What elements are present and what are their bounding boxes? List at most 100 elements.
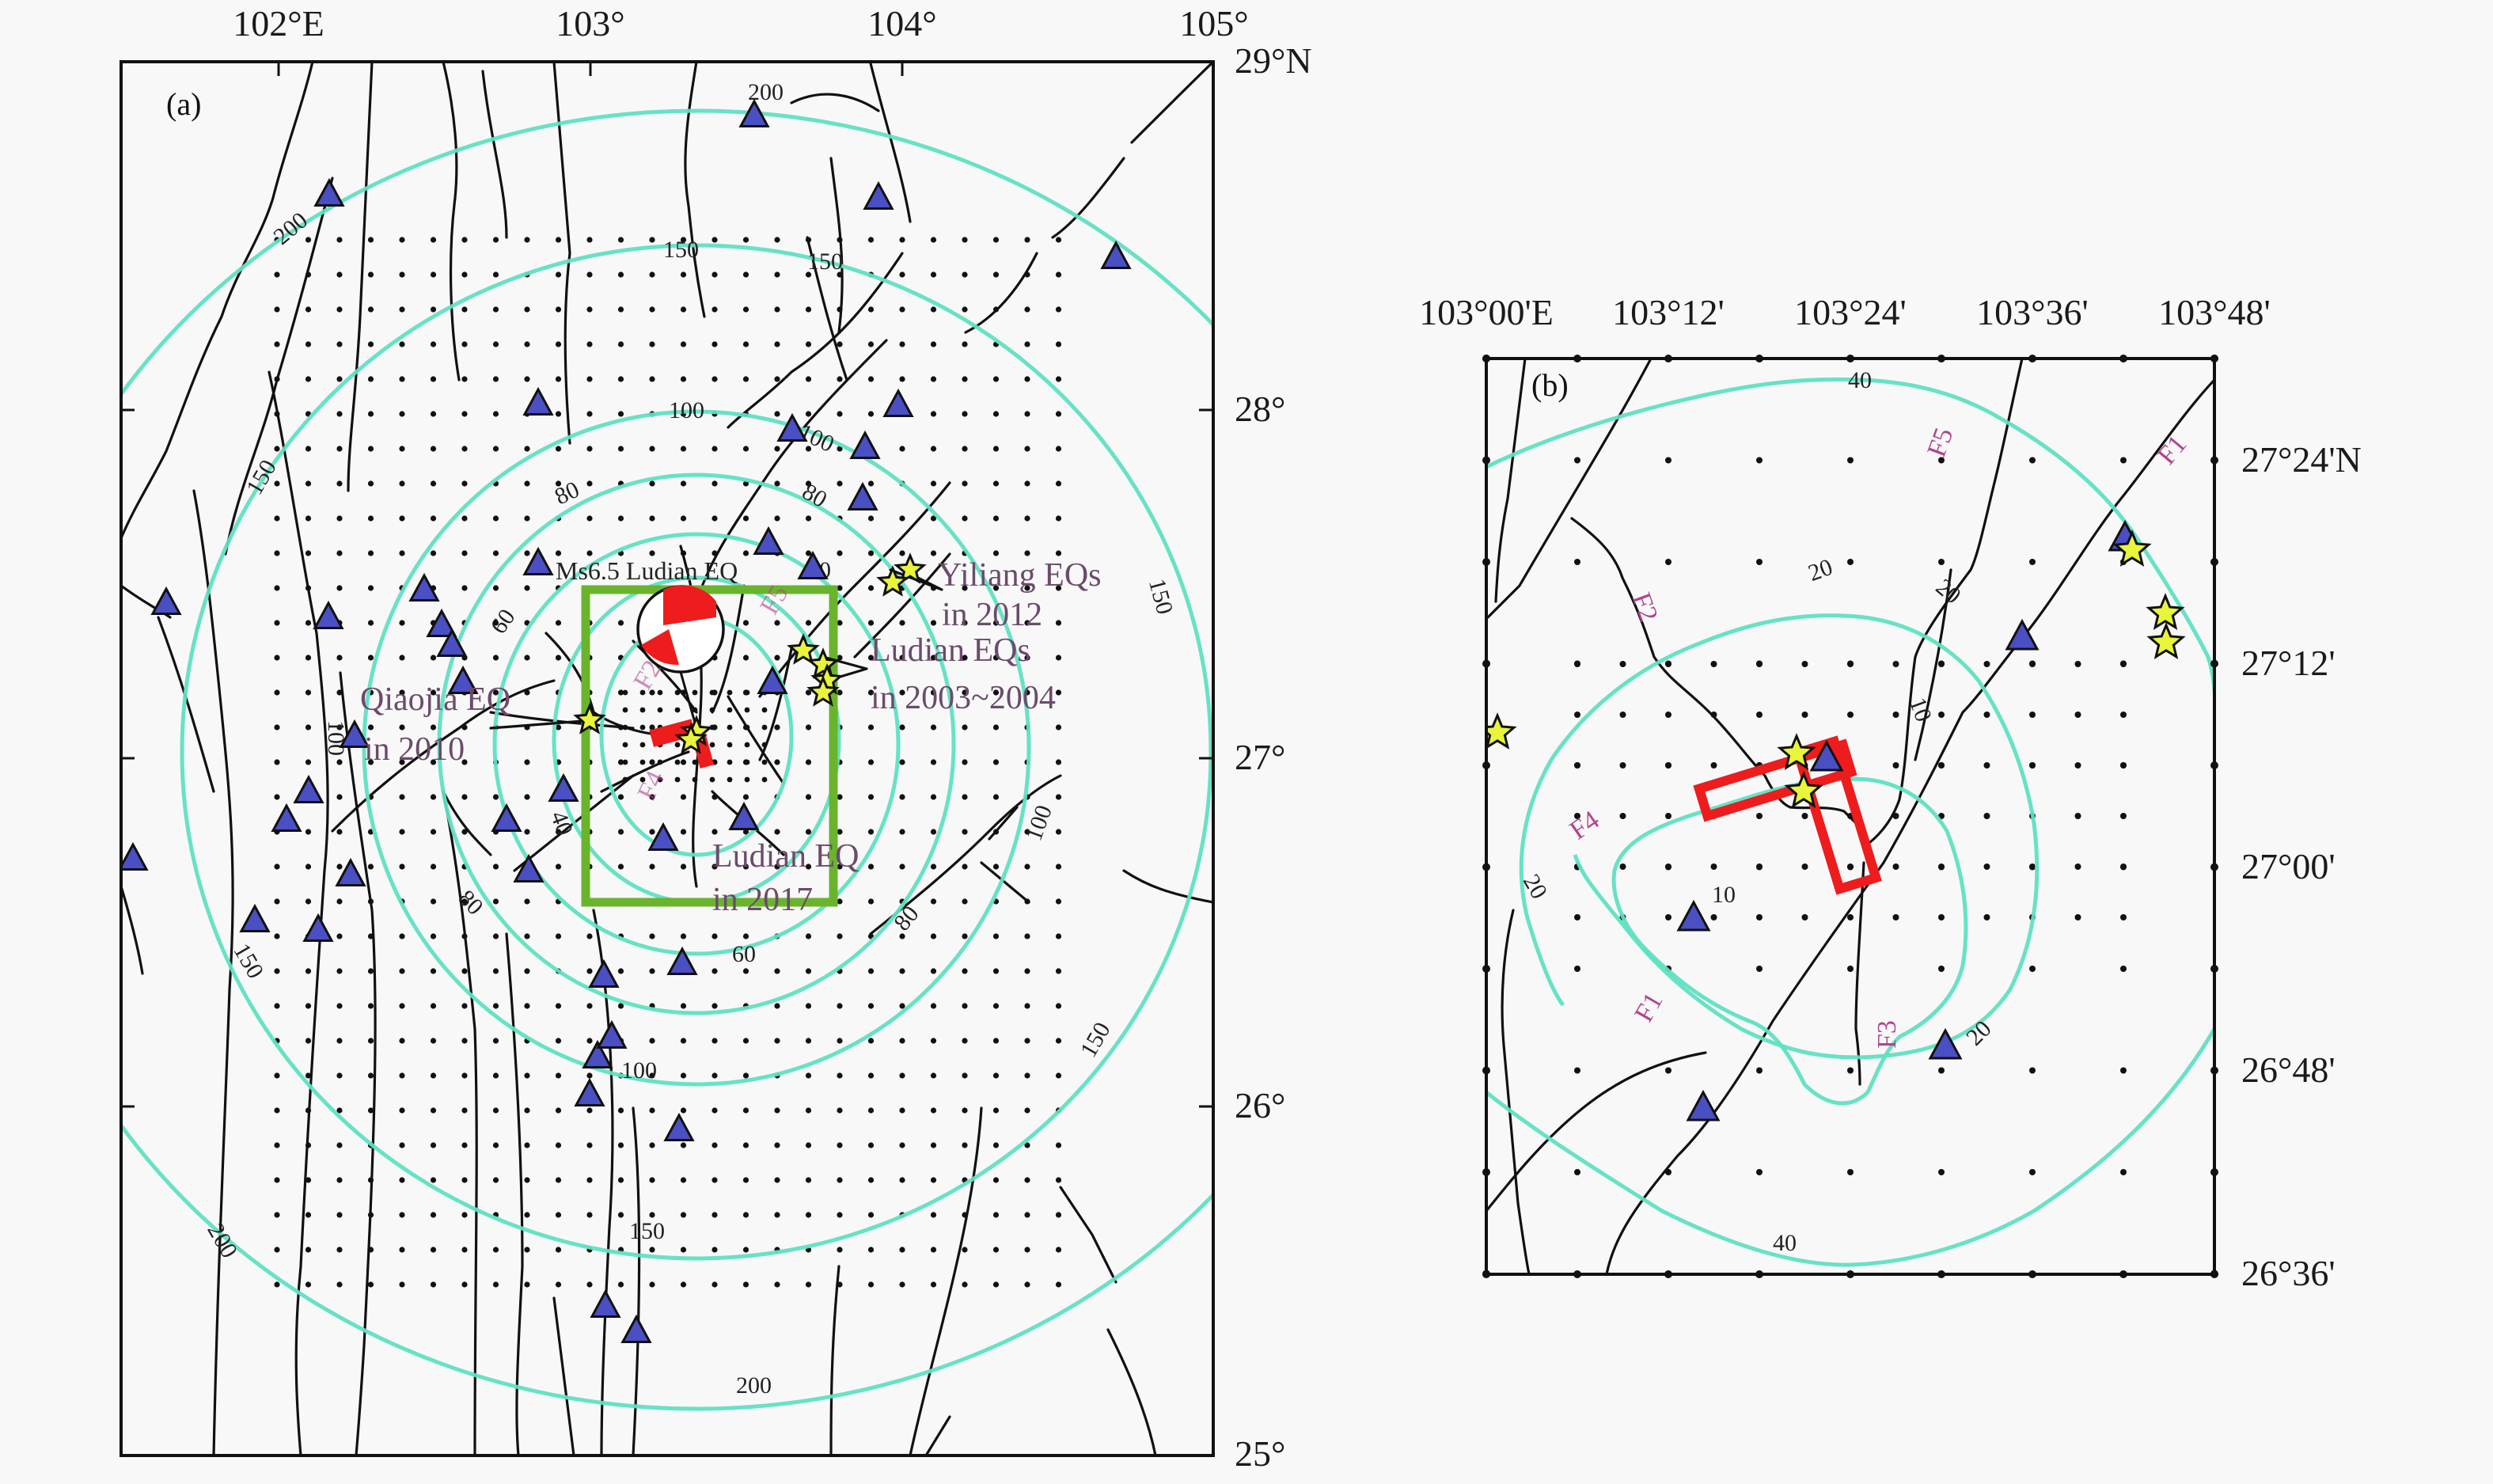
station-triangle-icon	[1928, 1027, 1963, 1060]
contour-label: 150	[807, 249, 843, 275]
station-triangle-icon	[293, 774, 324, 803]
distance-contours	[121, 108, 1213, 1411]
annotation-ludian-2017: Ludian EQ	[712, 838, 859, 875]
panel-a-ticks	[121, 62, 1213, 1108]
contour-label: 10	[1712, 882, 1736, 908]
panel-b-x-axis-labels: 103°00'E 103°12' 103°24' 103°36' 103°48'	[1419, 292, 2271, 332]
x-tick-label: 103°00'E	[1419, 292, 1554, 332]
station-triangle-icon	[335, 857, 366, 886]
station-triangle-icon	[239, 903, 271, 932]
panel-b-ticks	[1482, 355, 2218, 1278]
y-tick-label: 26°	[1235, 1085, 1285, 1125]
station-triangle-icon	[596, 1019, 628, 1049]
earthquake-star-icon	[2146, 622, 2186, 659]
annotation-yiliang-year: in 2012	[942, 597, 1042, 633]
contour-label: 40	[1773, 1230, 1797, 1256]
station-triangle-icon	[863, 180, 894, 210]
earthquake-star-icon	[2112, 529, 2152, 567]
earthquake-star-icon	[1784, 771, 1823, 808]
station-triangle-icon	[447, 665, 479, 694]
contour-label: 20	[1961, 1015, 1997, 1051]
x-tick-label: 105°	[1179, 3, 1248, 44]
station-triangle-icon	[882, 388, 914, 417]
fault-labels: F1 F1 F2 F3 F4 F5	[1565, 424, 2193, 1049]
earthquake-star-icon	[2146, 593, 2185, 630]
earthquake-star-icon	[787, 633, 820, 665]
contour-label: 80	[798, 479, 831, 514]
contour-label: 150	[663, 237, 699, 263]
contour-label: 40	[1848, 367, 1872, 393]
x-tick-label: 103°36'	[1976, 292, 2089, 332]
earthquake-epicenters	[1486, 529, 2186, 808]
contour-label: 200	[736, 1372, 772, 1399]
station-triangle-icon	[1809, 739, 1844, 772]
contour-label: 20	[1931, 574, 1966, 609]
contour-label: 100	[621, 1057, 657, 1084]
fault-plane	[649, 719, 696, 747]
station-triangle-icon	[797, 550, 829, 579]
station-triangle-icon	[513, 853, 545, 882]
x-tick-label: 103°24'	[1794, 292, 1907, 332]
station-triangle-icon	[620, 1314, 652, 1343]
fault-planes	[1693, 735, 1882, 895]
station-triangle-icon	[738, 98, 770, 127]
station-triangle-icon	[302, 913, 334, 942]
panel-a-y-axis-labels: 29°N 28° 27° 26° 25°	[1235, 40, 1312, 1474]
contour-label: 100	[669, 397, 704, 423]
y-tick-label: 27°12'	[2241, 643, 2336, 683]
station-triangle-icon	[1686, 1089, 1721, 1122]
station-triangle-icon	[491, 803, 522, 832]
earthquake-star-icon	[674, 723, 708, 754]
x-tick-label: 103°	[556, 3, 624, 44]
station-triangle-icon	[574, 1077, 605, 1106]
earthquake-star-icon	[894, 552, 927, 584]
station-triangle-icon	[522, 546, 554, 575]
y-tick-label: 29°N	[1235, 40, 1312, 81]
fault-label-f3: F3	[1873, 1020, 1902, 1049]
station-triangle-icon	[121, 841, 149, 871]
panel-b-map: 40 40 20 20 20 20 10 10 F1 F1 F2 F3 F4 F…	[1486, 359, 2214, 1274]
x-tick-label: 104°	[867, 3, 936, 44]
station-triangle-icon	[663, 1112, 695, 1141]
faults	[1486, 359, 2214, 1274]
earthquake-star-icon	[806, 647, 840, 679]
station-triangle-icon	[847, 481, 878, 510]
contour-label: 40	[545, 807, 578, 838]
panel-b-label: (b)	[1531, 367, 1569, 403]
annotation-yiliang: Yiliang EQs	[938, 557, 1102, 594]
station-triangle-icon	[849, 430, 881, 459]
annotation-ludian-2017-year: in 2017	[712, 882, 813, 918]
panel-b-y-axis-labels: 27°24'N 27°12' 27°00' 26°48' 26°36'	[2241, 439, 2362, 1293]
y-tick-label: 25°	[1235, 1433, 1285, 1474]
station-triangle-icon	[548, 772, 579, 802]
x-tick-label: 103°48'	[2158, 292, 2271, 332]
station-triangle-icon	[1676, 899, 1711, 932]
contour-label: 150	[1144, 576, 1178, 617]
annotation-mainshock: Ms6.5 Ludian EQ	[556, 556, 738, 585]
annotation-ludian-0304: Ludian EQs	[871, 632, 1030, 669]
earthquake-star-icon	[573, 703, 606, 734]
station-triangle-icon	[590, 1289, 621, 1318]
annotation-qiaojia-year: in 2010	[364, 731, 465, 768]
annotation-qiaojia: Qiaojia EQ	[360, 681, 510, 718]
station-triangle-icon	[271, 803, 302, 832]
station-triangle-icon	[757, 665, 788, 694]
fault-label-f5: F5	[1922, 424, 1959, 461]
station-triangle-icon	[666, 946, 698, 975]
earthquake-star-icon	[876, 565, 909, 597]
station-triangle-icon	[426, 608, 457, 637]
seismic-stations	[121, 98, 1132, 1343]
earthquake-epicenters	[573, 552, 927, 754]
faults	[121, 62, 1213, 1456]
y-tick-label: 26°48'	[2241, 1049, 2336, 1090]
earthquake-star-icon	[1486, 712, 1517, 750]
panel-a-frame	[120, 60, 1215, 1457]
station-triangle-icon	[728, 801, 760, 830]
study-area-box	[581, 585, 838, 907]
panel-a-x-axis-labels: 102°E 103° 104° 105°	[233, 3, 1248, 44]
contour-label: 100	[1021, 802, 1057, 844]
station-triangle-icon	[582, 1039, 613, 1068]
station-triangle-icon	[313, 177, 345, 207]
x-tick-label: 102°E	[233, 3, 324, 44]
